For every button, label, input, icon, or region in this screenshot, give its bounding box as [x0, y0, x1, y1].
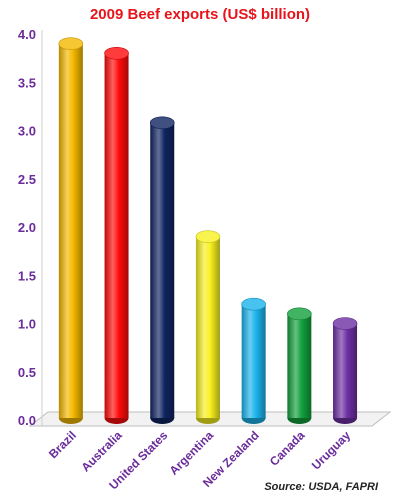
bar-uruguay [332, 317, 358, 424]
bar-top [104, 46, 129, 60]
y-tick-label: 3.5 [18, 75, 36, 90]
y-tick-label: 0.5 [18, 365, 36, 380]
x-tick-label: Brazil [46, 428, 79, 461]
chart-title: 2009 Beef exports (US$ billion) [89, 6, 311, 23]
y-tick-label: 2.5 [18, 172, 36, 187]
bar-body [241, 304, 266, 418]
chart-source: Source: USDA, FAPRI [264, 481, 378, 493]
bar-body [58, 43, 83, 419]
bar-body [287, 313, 312, 418]
x-tick-label: Australia [78, 428, 124, 474]
y-tick-label: 1.0 [18, 317, 36, 332]
bar-top [149, 116, 175, 130]
y-tick-label: 1.5 [18, 268, 36, 283]
bar-top [332, 317, 358, 330]
y-tick-label: 3.0 [18, 124, 36, 139]
bar-new-zealand [241, 297, 266, 424]
y-tick-label: 2.0 [18, 220, 36, 235]
bar-argentina [195, 230, 221, 424]
y-tick-label: 4.0 [18, 27, 36, 42]
bar-top [287, 307, 312, 321]
bar-body [104, 53, 129, 419]
bar-body [150, 122, 175, 418]
bar-united-states [149, 116, 175, 424]
bar-australia [104, 46, 129, 424]
y-tick-label: 0.0 [18, 413, 36, 428]
x-tick-label: Canada [267, 428, 308, 469]
bar-brazil [58, 37, 84, 424]
bar-top [241, 297, 266, 311]
bar-top [195, 230, 221, 243]
bar-body [333, 323, 358, 418]
x-tick-label: Uruguay [309, 428, 354, 473]
bar-top [58, 37, 84, 50]
bar-body [195, 236, 220, 418]
bar-canada [287, 307, 312, 424]
